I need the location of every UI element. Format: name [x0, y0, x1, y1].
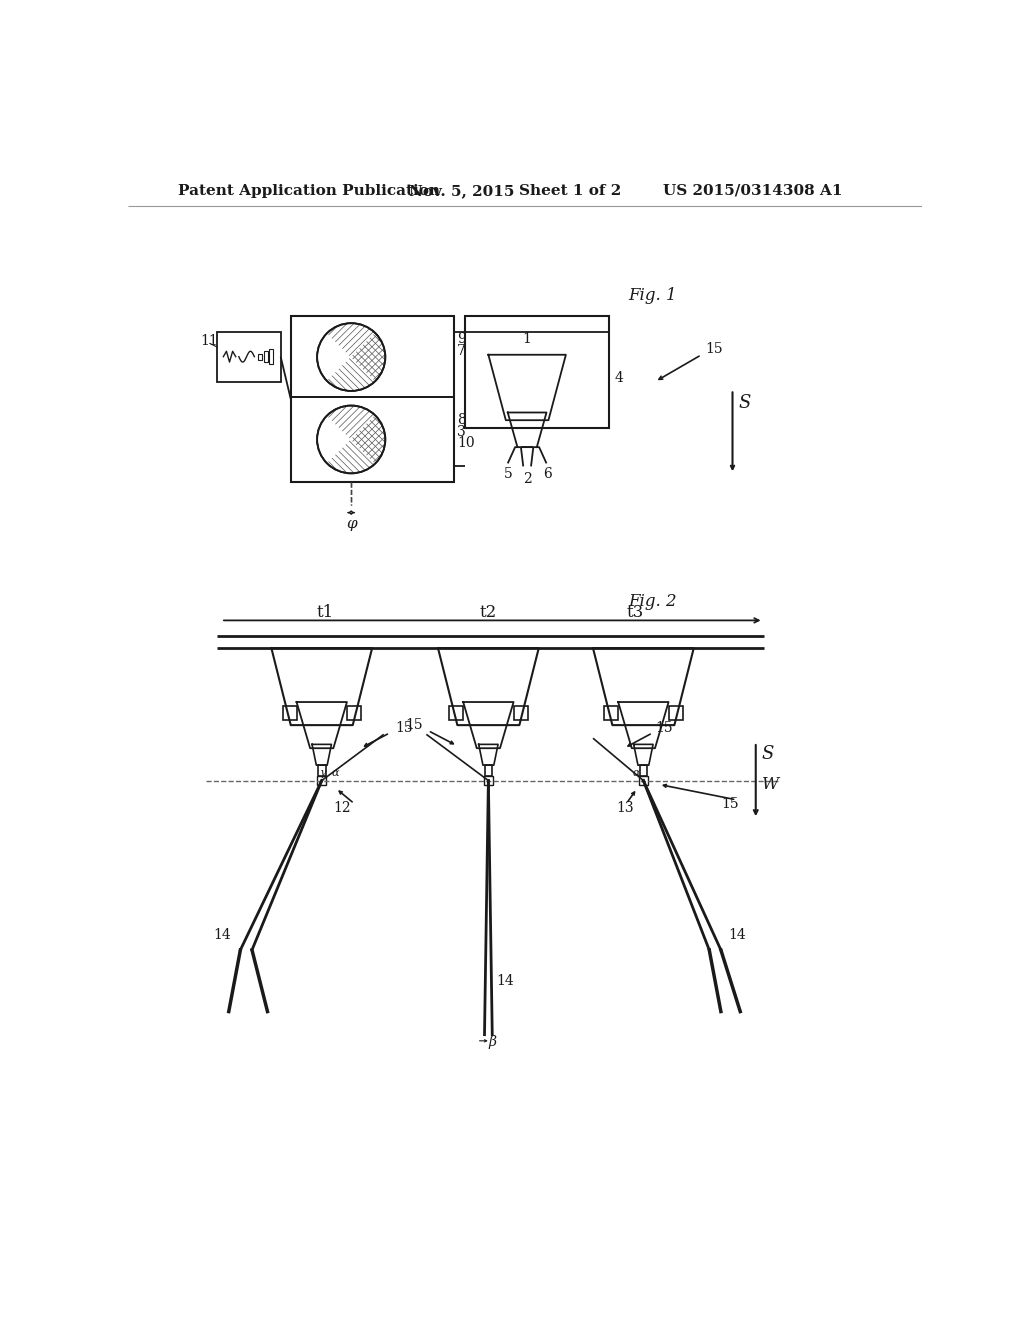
Bar: [347, 706, 360, 719]
Bar: [640, 766, 647, 776]
Text: Nov. 5, 2015: Nov. 5, 2015: [410, 183, 515, 198]
Text: 15: 15: [706, 342, 723, 356]
Text: φ: φ: [346, 517, 356, 531]
Text: 10: 10: [458, 437, 475, 450]
Bar: [258, 354, 262, 360]
Text: 11: 11: [200, 334, 218, 348]
Text: t3: t3: [627, 605, 644, 622]
Bar: [291, 317, 454, 397]
Bar: [217, 331, 281, 381]
Text: 15: 15: [395, 721, 413, 735]
Bar: [317, 766, 326, 776]
Text: Fig. 1: Fig. 1: [628, 286, 677, 304]
Text: 4: 4: [614, 371, 624, 385]
Text: S: S: [762, 744, 774, 763]
Text: 12: 12: [334, 800, 351, 814]
Text: 15: 15: [721, 797, 738, 810]
Bar: [604, 706, 618, 719]
Bar: [484, 766, 493, 776]
Bar: [465, 317, 608, 428]
Bar: [669, 706, 683, 719]
Text: 2: 2: [522, 473, 531, 487]
Text: 13: 13: [616, 800, 634, 814]
Text: 5: 5: [504, 467, 512, 480]
Bar: [283, 706, 297, 719]
Bar: [291, 397, 454, 482]
Bar: [483, 776, 493, 785]
Text: 15: 15: [404, 718, 423, 733]
Text: t2: t2: [480, 605, 497, 622]
Text: α: α: [633, 768, 640, 777]
Text: t1: t1: [317, 605, 334, 622]
Text: S: S: [738, 395, 751, 412]
Text: 1: 1: [522, 333, 531, 346]
Text: γ: γ: [321, 768, 327, 777]
Text: 14: 14: [729, 928, 746, 941]
Text: 7: 7: [458, 345, 466, 358]
Text: 15: 15: [655, 721, 673, 735]
Text: 6: 6: [543, 467, 552, 480]
Text: 9: 9: [458, 333, 466, 346]
Text: Fig. 2: Fig. 2: [628, 593, 677, 610]
Bar: [450, 706, 463, 719]
Text: 3: 3: [458, 425, 466, 438]
Text: 14: 14: [496, 974, 514, 987]
Text: 8: 8: [458, 413, 466, 428]
Text: Sheet 1 of 2: Sheet 1 of 2: [519, 183, 622, 198]
Text: 14: 14: [213, 928, 231, 941]
Bar: [639, 776, 648, 785]
Bar: [514, 706, 527, 719]
Text: Patent Application Publication: Patent Application Publication: [178, 183, 440, 198]
Bar: [263, 351, 267, 362]
Text: W: W: [762, 776, 779, 793]
Text: US 2015/0314308 A1: US 2015/0314308 A1: [663, 183, 843, 198]
Text: β: β: [488, 1035, 497, 1049]
Bar: [291, 317, 454, 482]
Bar: [269, 348, 273, 364]
Bar: [317, 776, 327, 785]
Text: α: α: [331, 768, 339, 777]
